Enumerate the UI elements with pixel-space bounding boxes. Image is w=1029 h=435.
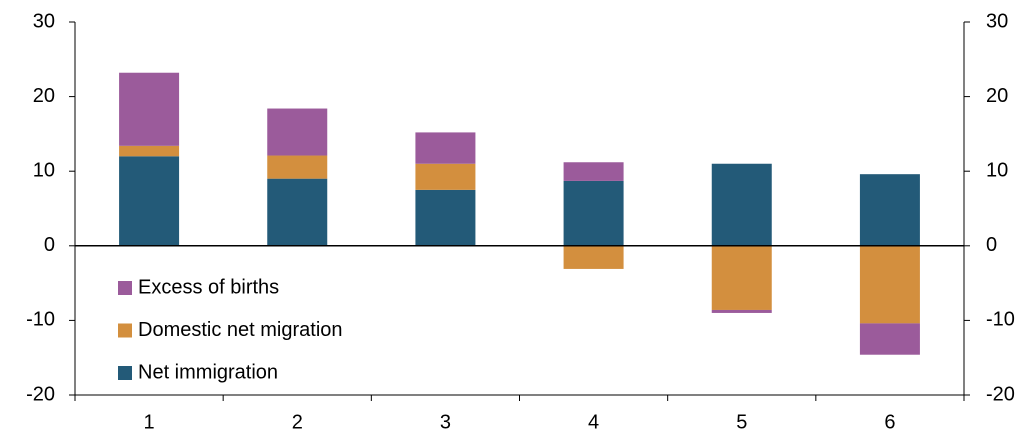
x-tick-label: 3 bbox=[440, 411, 451, 433]
legend-swatch bbox=[118, 323, 132, 338]
bar-segment bbox=[119, 156, 180, 246]
bar-segment bbox=[563, 180, 624, 246]
y2-tick-label: -20 bbox=[986, 383, 1015, 405]
bar-segment bbox=[415, 163, 476, 190]
bar-segment bbox=[859, 174, 920, 246]
legend-label: Domestic net migration bbox=[138, 319, 343, 341]
legend-swatch bbox=[118, 281, 132, 295]
bar-segment bbox=[415, 189, 476, 246]
x-tick-label: 6 bbox=[884, 411, 895, 433]
bar-segment bbox=[415, 132, 476, 164]
bar-segment bbox=[119, 145, 180, 157]
y-tick-label: 0 bbox=[44, 234, 55, 256]
bar-segment bbox=[563, 245, 624, 269]
x-tick-label: 4 bbox=[588, 411, 599, 433]
legend-label: Net immigration bbox=[138, 361, 278, 383]
y-tick-label: 10 bbox=[33, 159, 55, 181]
bar-segment bbox=[563, 162, 624, 181]
bar-segment bbox=[119, 72, 180, 146]
y2-tick-label: 20 bbox=[986, 85, 1008, 107]
bar-segment bbox=[267, 155, 328, 179]
x-tick-label: 1 bbox=[144, 411, 155, 433]
y-tick-label: -20 bbox=[26, 383, 55, 405]
x-tick-label: 5 bbox=[736, 411, 747, 433]
y-tick-label: 30 bbox=[33, 10, 55, 32]
bar-segment bbox=[711, 309, 772, 313]
y2-tick-label: 10 bbox=[986, 159, 1008, 181]
y2-tick-label: 30 bbox=[986, 10, 1008, 32]
y2-tick-label: 0 bbox=[986, 234, 997, 256]
bar-segment bbox=[267, 108, 328, 156]
x-tick-label: 2 bbox=[292, 411, 303, 433]
legend-label: Excess of births bbox=[138, 276, 279, 298]
bar-segment bbox=[711, 163, 772, 246]
y2-tick-label: -10 bbox=[986, 309, 1015, 331]
y-tick-label: -10 bbox=[26, 309, 55, 331]
bar-segment bbox=[859, 245, 920, 324]
y-tick-label: 20 bbox=[33, 85, 55, 107]
bar-segment bbox=[711, 245, 772, 310]
legend-swatch bbox=[118, 366, 132, 380]
bar-segment bbox=[859, 323, 920, 355]
bar-segment bbox=[267, 178, 328, 246]
